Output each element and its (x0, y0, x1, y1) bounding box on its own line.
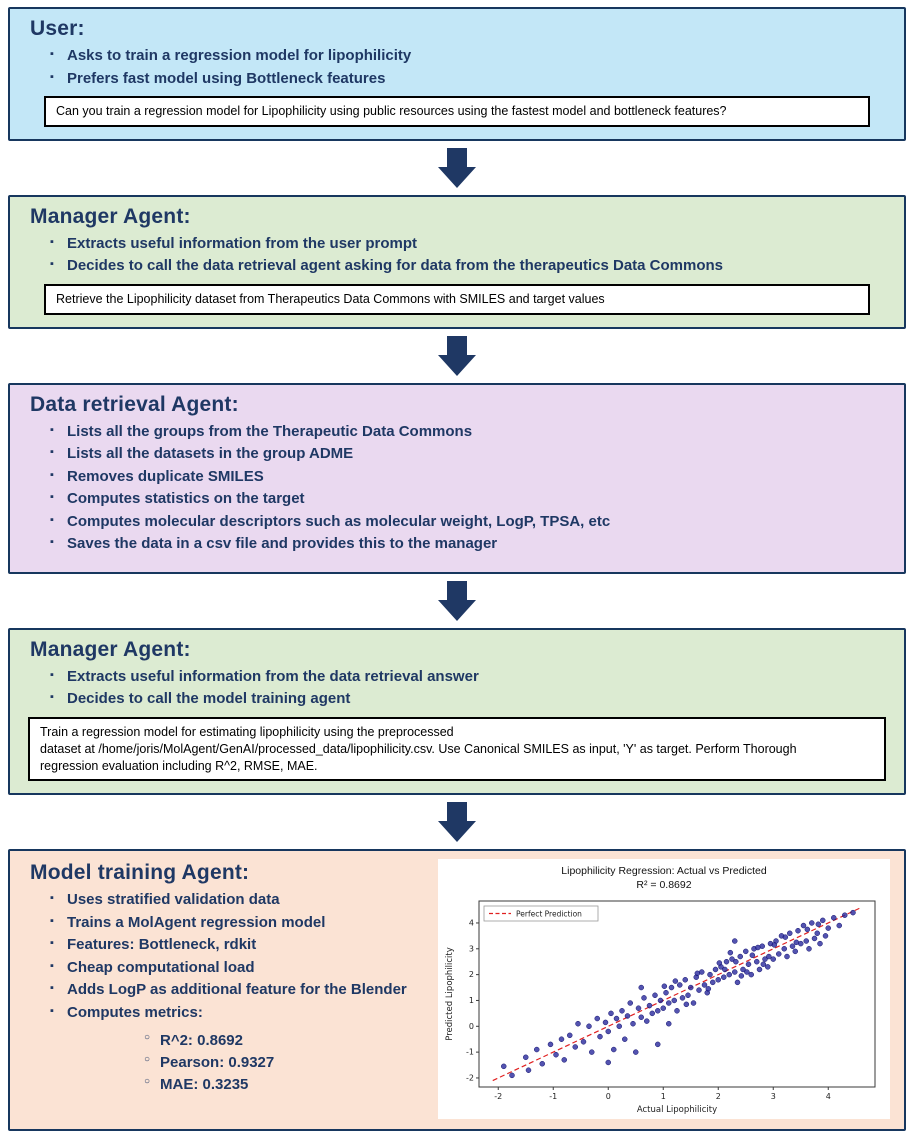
manager-1-instruction-message: Retrieve the Lipophilicity dataset from … (44, 283, 870, 315)
metrics-list: R^2: 0.8692 Pearson: 0.9327 MAE: 0.3235 (24, 1030, 432, 1095)
svg-text:Actual Lipophilicity: Actual Lipophilicity (637, 1105, 717, 1115)
metric-item: Pearson: 0.9327 (144, 1052, 432, 1074)
bullet-item: Computes molecular descriptors such as m… (50, 511, 890, 534)
user-section: User: Asks to train a regression model f… (8, 7, 906, 141)
bullet-item: Uses stratified validation data (50, 889, 432, 912)
arrow-head (438, 821, 476, 843)
flow-arrow-3 (438, 580, 476, 621)
chart-title: Lipophilicity Regression: Actual vs Pred… (561, 865, 767, 878)
svg-text:1: 1 (469, 996, 474, 1005)
flow-arrow-4 (438, 802, 476, 843)
svg-text:3: 3 (771, 1092, 776, 1101)
chart-subtitle: R² = 0.8692 (636, 879, 692, 892)
svg-text:-1: -1 (549, 1092, 557, 1101)
svg-text:Perfect Prediction: Perfect Prediction (516, 909, 582, 918)
arrow-shaft (447, 335, 467, 355)
svg-text:2: 2 (716, 1092, 721, 1101)
bullet-item: Computes statistics on the target (50, 488, 890, 511)
bullet-item: Cheap computational load (50, 957, 432, 980)
arrow-shaft (447, 580, 467, 600)
svg-text:1: 1 (661, 1092, 666, 1101)
data-retrieval-section: Data retrieval Agent: Lists all the grou… (8, 382, 906, 574)
user-bullet-list: Asks to train a regression model for lip… (24, 45, 890, 90)
manager-section-2: Manager Agent: Extracts useful informati… (8, 627, 906, 796)
manager-1-bullet-list: Extracts useful information from the use… (24, 233, 890, 278)
svg-text:Predicted Lipophilicity: Predicted Lipophilicity (445, 947, 455, 1041)
bullet-item: Computes metrics: (50, 1002, 432, 1025)
manager-section-1-title: Manager Agent: (30, 204, 191, 228)
svg-text:-1: -1 (466, 1047, 474, 1056)
svg-text:0: 0 (469, 1021, 474, 1030)
bullet-item: Removes duplicate SMILES (50, 466, 890, 489)
bullet-item: Adds LogP as additional feature for the … (50, 979, 432, 1002)
manager-section-1: Manager Agent: Extracts useful informati… (8, 194, 906, 329)
arrow-head (438, 354, 476, 376)
metric-item: R^2: 0.8692 (144, 1030, 432, 1052)
svg-text:-2: -2 (466, 1073, 474, 1082)
bullet-item: Saves the data in a csv file and provide… (50, 533, 890, 556)
flow-arrow-1 (438, 147, 476, 188)
model-training-section: Model training Agent: Uses stratified va… (8, 849, 906, 1131)
metric-item: MAE: 0.3235 (144, 1074, 432, 1096)
bullet-item: Trains a MolAgent regression model (50, 912, 432, 935)
svg-text:0: 0 (606, 1092, 611, 1101)
model-training-section-title: Model training Agent: (30, 861, 250, 885)
arrow-head (438, 599, 476, 621)
user-section-title: User: (30, 17, 85, 40)
flow-arrow-2 (438, 335, 476, 376)
bullet-item: Decides to call the data retrieval agent… (50, 255, 890, 278)
bullet-item: Asks to train a regression model for lip… (50, 45, 890, 68)
model-training-bullet-list: Uses stratified validation data Trains a… (24, 889, 432, 1024)
bullet-item: Prefers fast model using Bottleneck feat… (50, 68, 890, 91)
bullet-item: Extracts useful information from the use… (50, 233, 890, 256)
model-training-figure-column: Lipophilicity Regression: Actual vs Pred… (438, 859, 890, 1119)
bullet-item: Extracts useful information from the dat… (50, 666, 890, 689)
arrow-shaft (447, 147, 467, 167)
data-retrieval-section-title: Data retrieval Agent: (30, 392, 239, 416)
arrow-shaft (447, 802, 467, 822)
svg-text:4: 4 (469, 918, 474, 927)
bullet-item: Lists all the groups from the Therapeuti… (50, 421, 890, 444)
bullet-item: Lists all the datasets in the group ADME (50, 443, 890, 466)
svg-text:-2: -2 (494, 1092, 502, 1101)
user-prompt-message: Can you train a regression model for Lip… (44, 96, 870, 127)
bullet-item: Features: Bottleneck, rdkit (50, 934, 432, 957)
scatter-plot-svg: -2 -1 0 1 2 3 4 -2 -1 0 1 2 3 4 Actual Lipophilicity Pr… (445, 900, 876, 1115)
bullet-item: Decides to call the model training agent (50, 688, 890, 711)
data-retrieval-bullet-list: Lists all the groups from the Therapeuti… (24, 421, 890, 556)
manager-2-bullet-list: Extracts useful information from the dat… (24, 666, 890, 711)
model-training-text-column: Model training Agent: Uses stratified va… (24, 859, 432, 1118)
regression-figure: Lipophilicity Regression: Actual vs Pred… (438, 859, 890, 1119)
arrow-head (438, 166, 476, 188)
svg-text:4: 4 (826, 1092, 831, 1101)
svg-text:3: 3 (469, 944, 474, 953)
manager-section-2-title: Manager Agent: (30, 637, 191, 661)
svg-text:2: 2 (469, 970, 474, 979)
manager-2-instruction-message: Train a regression model for estimating … (28, 716, 886, 782)
